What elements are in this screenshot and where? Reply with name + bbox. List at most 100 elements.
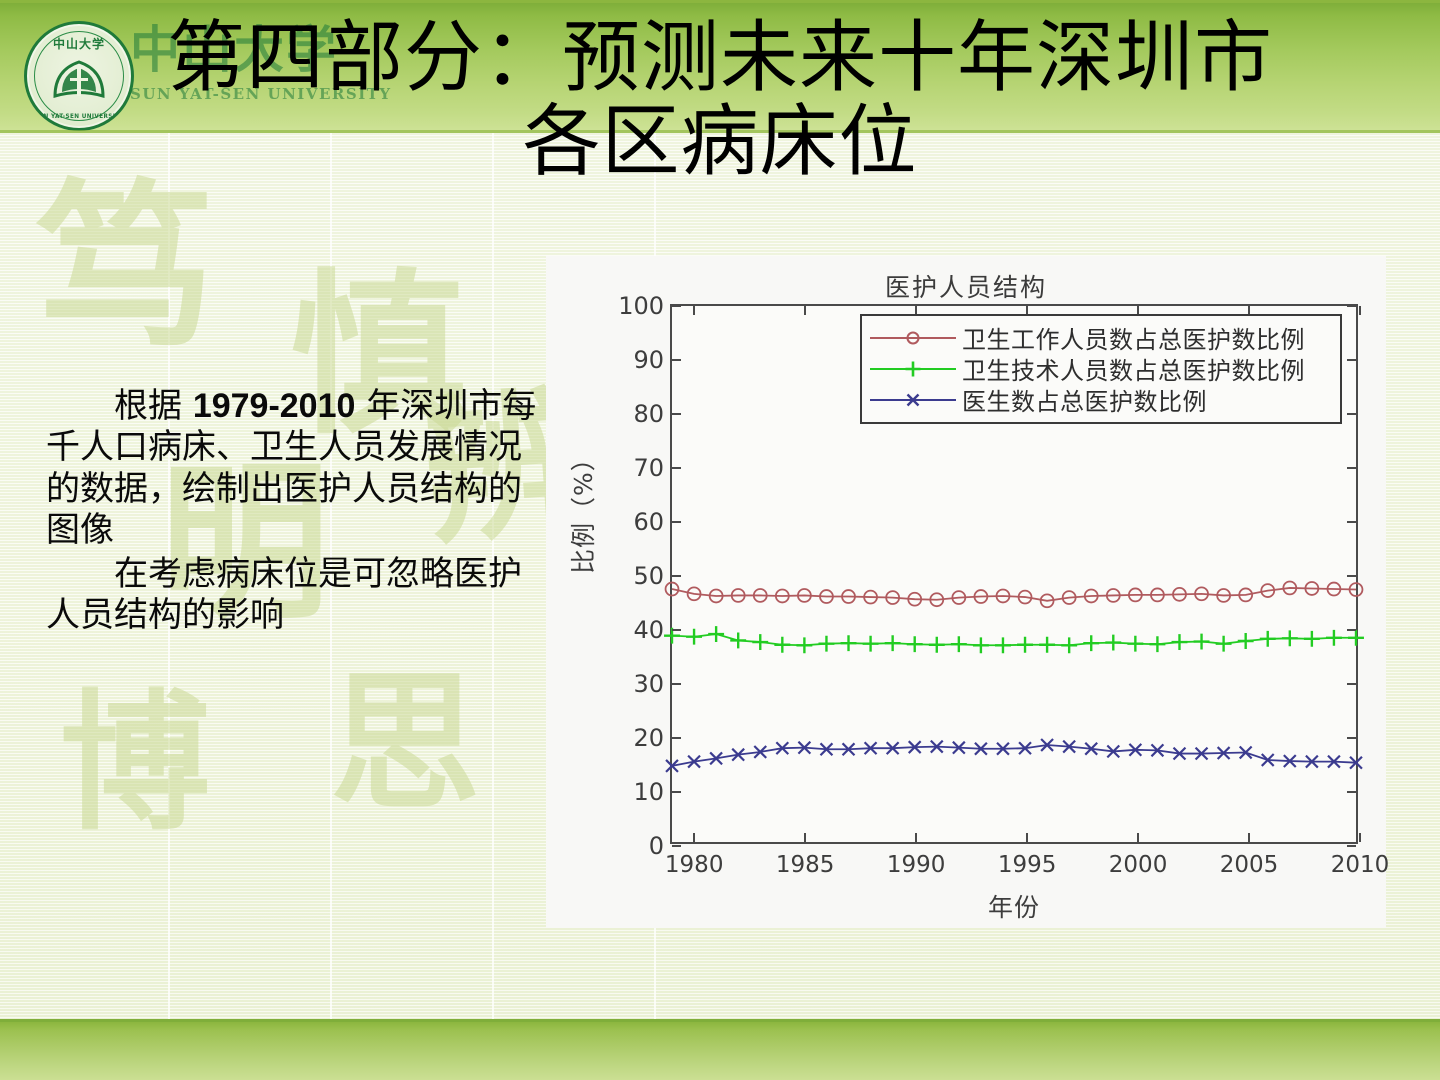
plus-marker-icon (1149, 636, 1166, 653)
wordmark-english: SUN YAT-SEN UNIVERSITY (130, 85, 392, 103)
logo-ring (34, 31, 124, 121)
university-wordmark: 中山大学 SUN YAT-SEN UNIVERSITY (130, 20, 430, 104)
x-tick-label: 1990 (886, 852, 946, 878)
series-3 (665, 738, 1363, 773)
y-tick (1347, 737, 1356, 739)
watermark-char: 笃 (35, 162, 216, 373)
header-band: 中山大学 SUN YAT-SEN UNIVERSITY 中山大学 SUN YAT… (0, 0, 1440, 133)
y-tick-label: 30 (633, 670, 664, 698)
watermark-char: 思 (330, 655, 481, 831)
series-line (671, 587, 1357, 602)
y-tick (1347, 521, 1356, 523)
plus-marker-icon (1171, 634, 1188, 651)
plus-marker-icon (1215, 635, 1232, 652)
x-tick (1359, 833, 1361, 842)
y-tick-label: 100 (618, 292, 664, 320)
plus-marker-icon (708, 626, 725, 642)
x-tick (1137, 833, 1140, 842)
plus-marker-icon (1105, 634, 1122, 651)
y-tick-label: 40 (633, 616, 664, 644)
plus-marker-icon (1259, 630, 1276, 647)
y-tick (1347, 467, 1356, 469)
university-logo: 中山大学 SUN YAT-SEN UNIVERSITY (24, 21, 134, 131)
paragraph1-year-range: 1979-2010 (192, 387, 356, 425)
y-tick (1347, 845, 1356, 847)
plus-marker-icon (1325, 629, 1342, 646)
y-tick (1347, 791, 1356, 793)
plus-marker-icon (906, 636, 923, 653)
plus-marker-icon (796, 637, 813, 654)
plus-marker-icon (884, 635, 901, 652)
wordmark-chinese: 中山大学 (130, 20, 338, 79)
x-tick (804, 306, 807, 315)
plus-marker-icon (1017, 636, 1033, 653)
x-tick (1026, 833, 1029, 842)
logo-gate-icon (53, 60, 105, 98)
y-tick-label: 50 (633, 562, 664, 590)
plus-marker-icon (730, 632, 747, 649)
y-tick (672, 629, 681, 631)
y-tick (672, 305, 681, 307)
y-tick (1347, 683, 1356, 685)
y-tick-label: 70 (633, 454, 664, 482)
plus-marker-icon (1237, 633, 1254, 649)
series-1 (664, 580, 1364, 609)
plus-marker-icon (1127, 635, 1144, 652)
body-text-block: 根据 1979-2010 年深圳市每千人口病床、卫生人员发展情况的数据，绘制出医… (46, 386, 538, 637)
plus-marker-icon (950, 636, 967, 653)
x-tick-label: 1980 (664, 852, 724, 878)
legend-sample-green (870, 359, 956, 379)
y-tick (1347, 359, 1356, 361)
plus-marker-icon (972, 637, 989, 654)
y-tick (672, 737, 681, 739)
paragraph1-prefix: 根据 (114, 386, 193, 426)
legend-item: 医生数占总医护数比例 (870, 384, 1332, 416)
y-tick-label: 90 (633, 346, 664, 374)
x-tick (693, 833, 696, 842)
plus-marker-icon (1281, 630, 1298, 647)
y-tick-label: 80 (633, 400, 664, 428)
footer-band (0, 1019, 1440, 1080)
plus-marker-icon (928, 636, 945, 653)
watermark-char: 博 (60, 675, 211, 851)
plus-marker-icon (818, 635, 835, 652)
chart-panel: 医护人员结构 比例（%） 年份 0 10 20 30 40 50 60 70 80 90 100 19… (546, 256, 1389, 928)
y-tick (1347, 575, 1356, 577)
logo-english-name: SUN YAT-SEN UNIVERSITY (33, 113, 125, 120)
x-tick (1359, 306, 1361, 315)
x-tick-label: 2000 (1108, 852, 1168, 878)
legend-label: 卫生工作人员数占总医护数比例 (962, 326, 1305, 354)
y-tick (672, 521, 681, 523)
y-tick (1347, 629, 1356, 631)
x-tick-label: 2010 (1330, 852, 1390, 878)
legend-label: 卫生技术人员数占总医护数比例 (962, 357, 1305, 385)
y-tick (672, 359, 681, 361)
series-2 (664, 626, 1364, 654)
chart-x-axis-label: 年份 (987, 893, 1040, 922)
y-tick (672, 575, 681, 577)
y-tick (1347, 413, 1356, 415)
plus-marker-icon (1083, 635, 1100, 652)
y-tick (672, 791, 681, 793)
x-tick-label: 1985 (775, 852, 835, 878)
body-paragraph-1: 根据 1979-2010 年深圳市每千人口病床、卫生人员发展情况的数据，绘制出医… (46, 386, 538, 552)
y-tick (672, 413, 681, 415)
x-tick-label: 2005 (1219, 852, 1279, 878)
y-tick-label: 10 (633, 778, 664, 806)
legend-label: 医生数占总医护数比例 (962, 388, 1207, 416)
x-tick (1248, 833, 1251, 842)
legend-item: 卫生技术人员数占总医护数比例 (870, 353, 1332, 385)
y-tick-label: 20 (633, 724, 664, 752)
logo-chinese-name: 中山大学 (52, 37, 105, 51)
plus-marker-icon (1348, 629, 1364, 646)
plus-marker-icon (905, 361, 921, 376)
plus-marker-icon (862, 635, 879, 652)
plus-marker-icon (1303, 630, 1320, 647)
plus-marker-icon (752, 634, 769, 651)
plus-marker-icon (1039, 636, 1056, 653)
x-tick (804, 833, 807, 842)
x-tick-label: 1995 (997, 852, 1057, 878)
plus-marker-icon (1193, 633, 1210, 650)
x-marker-icon (906, 393, 920, 406)
